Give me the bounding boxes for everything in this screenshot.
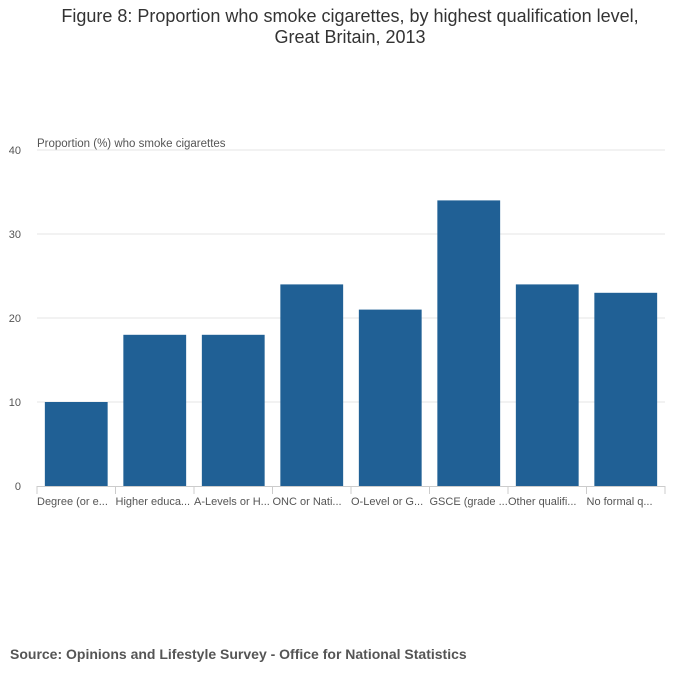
x-tick-label: GSCE (grade ... [430, 496, 508, 508]
x-tick-label: No formal q... [587, 496, 653, 508]
y-tick-label: 20 [9, 313, 21, 325]
bar[interactable] [201, 334, 265, 486]
chart-title: Figure 8: Proportion who smoke cigarette… [0, 6, 700, 48]
y-axis-label: Proportion (%) who smoke cigarettes [37, 138, 226, 150]
bar[interactable] [358, 309, 422, 486]
x-tick-label: Higher educa... [116, 496, 191, 508]
x-tick-label: O-Level or G... [351, 496, 423, 508]
bar[interactable] [594, 292, 658, 486]
bar[interactable] [515, 284, 579, 486]
x-axis-ticks: Degree (or e... Higher educa... A-Levels o… [37, 496, 653, 508]
bar[interactable] [280, 284, 344, 486]
bars [44, 200, 658, 486]
y-axis-ticks: 0 10 20 30 40 [9, 145, 21, 493]
x-axis [36, 486, 666, 494]
y-tick-label: 40 [9, 145, 21, 157]
x-tick-label: Degree (or e... [37, 496, 108, 508]
bar[interactable] [437, 200, 501, 486]
bar[interactable] [123, 334, 187, 486]
source-note: Source: Opinions and Lifestyle Survey - … [10, 646, 467, 662]
x-tick-label: ONC or Nati... [273, 496, 342, 508]
bar-chart: 0 10 20 30 40 Proportion (%) who smoke cigar… [9, 138, 666, 508]
chart-title-line-1: Figure 8: Proportion who smoke cigarette… [61, 6, 639, 26]
chart-title-line-2: Great Britain, 2013 [274, 27, 426, 47]
bar[interactable] [44, 402, 108, 486]
x-tick-label: Other qualifi... [508, 496, 576, 508]
x-tick-label: A-Levels or H... [194, 496, 270, 508]
y-tick-label: 30 [9, 229, 21, 241]
y-tick-label: 0 [15, 481, 21, 493]
y-tick-label: 10 [9, 397, 21, 409]
